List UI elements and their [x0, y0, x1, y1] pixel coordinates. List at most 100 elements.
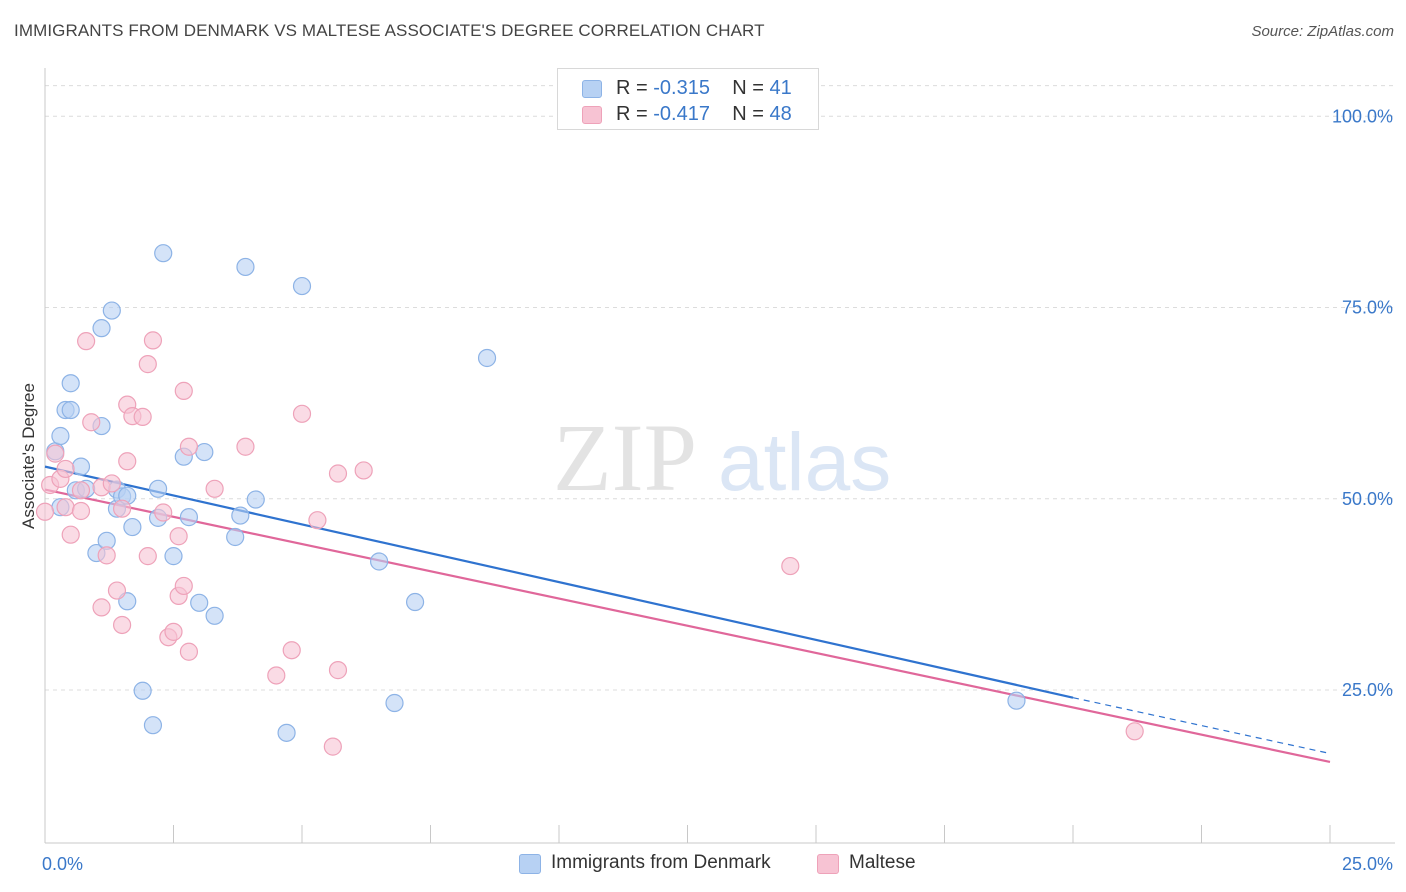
- denmark-point: [405, 592, 425, 612]
- denmark-trend-line: [44, 465, 1074, 699]
- denmark-point: [154, 244, 173, 263]
- data-points: [35, 244, 1144, 756]
- maltese-point: [133, 407, 152, 426]
- denmark-legend-swatch: [519, 854, 541, 874]
- correlation-legend: R = -0.315 N = 41 R = -0.417 N = 48: [557, 68, 819, 130]
- maltese-point: [354, 461, 373, 480]
- maltese-swatch: [582, 106, 602, 124]
- denmark-point: [277, 723, 296, 742]
- maltese-point: [169, 527, 188, 546]
- watermark-atlas: atlas: [718, 417, 891, 508]
- denmark-point: [143, 716, 163, 735]
- maltese-point: [328, 661, 348, 680]
- maltese-point: [56, 459, 75, 479]
- maltese-point: [138, 547, 157, 566]
- chart-title: IMMIGRANTS FROM DENMARK VS MALTESE ASSOC…: [14, 21, 765, 40]
- maltese-point: [282, 641, 301, 660]
- maltese-point: [71, 501, 91, 521]
- denmark-point: [385, 693, 404, 713]
- maltese-point: [97, 546, 116, 565]
- denmark-point: [148, 479, 168, 498]
- denmark-point: [246, 490, 265, 509]
- denmark-trend-extension: [1072, 697, 1331, 755]
- denmark-point: [123, 517, 142, 537]
- denmark-point: [236, 257, 255, 277]
- r-label: R =: [616, 103, 648, 125]
- grid-lines: [45, 85, 1395, 691]
- denmark-legend-label: Immigrants from Denmark: [551, 852, 771, 873]
- x-tick-label: 25.0%: [1342, 854, 1393, 874]
- maltese-point: [174, 576, 193, 596]
- maltese-point: [308, 511, 327, 530]
- y-tick-label: 25.0%: [1342, 680, 1393, 700]
- denmark-point: [195, 442, 214, 462]
- maltese-point: [174, 381, 193, 400]
- denmark-point: [71, 457, 91, 476]
- maltese-point: [107, 581, 127, 600]
- trend-lines: [44, 465, 1331, 763]
- maltese-point: [77, 332, 96, 351]
- r-value-denmark: -0.315: [653, 77, 710, 99]
- maltese-point: [179, 437, 199, 456]
- denmark-point: [231, 506, 250, 525]
- maltese-trend-line: [44, 488, 1331, 763]
- maltese-point: [92, 598, 111, 617]
- denmark-point: [164, 547, 183, 566]
- maltese-point: [138, 355, 157, 374]
- r-value-maltese: -0.417: [653, 103, 710, 125]
- source-label: Source: ZipAtlas.com: [1251, 23, 1394, 40]
- y-tick-label: 100.0%: [1332, 106, 1393, 126]
- denmark-point: [102, 301, 121, 320]
- maltese-point: [35, 502, 55, 521]
- denmark-point: [133, 681, 152, 700]
- y-tick-label: 50.0%: [1342, 489, 1393, 509]
- maltese-point: [102, 474, 121, 493]
- denmark-point: [92, 319, 111, 338]
- r-label: R =: [616, 77, 648, 99]
- maltese-point: [164, 622, 183, 641]
- maltese-legend-label: Maltese: [849, 852, 916, 873]
- denmark-point: [179, 508, 199, 527]
- n-label: N =: [732, 103, 764, 125]
- denmark-point: [51, 426, 70, 446]
- maltese-point: [112, 499, 132, 518]
- denmark-point: [292, 276, 312, 296]
- maltese-point: [179, 642, 199, 661]
- maltese-point: [118, 452, 137, 471]
- maltese-point: [292, 404, 312, 423]
- maltese-point: [46, 444, 65, 463]
- maltese-point: [267, 666, 286, 685]
- denmark-point: [190, 593, 209, 612]
- denmark-point: [1007, 691, 1026, 710]
- maltese-point: [781, 556, 800, 576]
- denmark-point: [226, 527, 245, 547]
- denmark-point: [477, 348, 497, 368]
- denmark-point: [61, 374, 80, 393]
- maltese-point: [143, 331, 163, 350]
- maltese-point: [71, 481, 91, 500]
- x-tick-label: 0.0%: [42, 854, 83, 874]
- maltese-point: [1125, 722, 1144, 741]
- maltese-legend-swatch: [817, 854, 839, 874]
- denmark-point: [61, 400, 80, 420]
- y-tick-label: 75.0%: [1342, 298, 1393, 318]
- n-value-maltese: 48: [769, 103, 792, 125]
- maltese-point: [112, 615, 132, 635]
- denmark-swatch: [582, 80, 602, 98]
- maltese-point: [154, 503, 173, 522]
- maltese-point: [205, 479, 224, 498]
- tick-labels: 25.0% 50.0% 75.0% 100.0% 0.0% 25.0%: [42, 106, 1393, 874]
- maltese-point: [61, 525, 80, 544]
- maltese-point: [82, 413, 101, 432]
- maltese-point: [328, 464, 348, 483]
- watermark-zip: ZIP: [553, 404, 697, 511]
- denmark-point: [370, 552, 389, 571]
- n-value-denmark: 41: [769, 77, 792, 99]
- maltese-point: [56, 498, 75, 517]
- axes: [44, 68, 1395, 844]
- maltese-point: [323, 737, 342, 756]
- n-label: N =: [732, 77, 764, 99]
- maltese-point: [236, 437, 255, 456]
- y-axis-label: Associate's Degree: [19, 383, 38, 529]
